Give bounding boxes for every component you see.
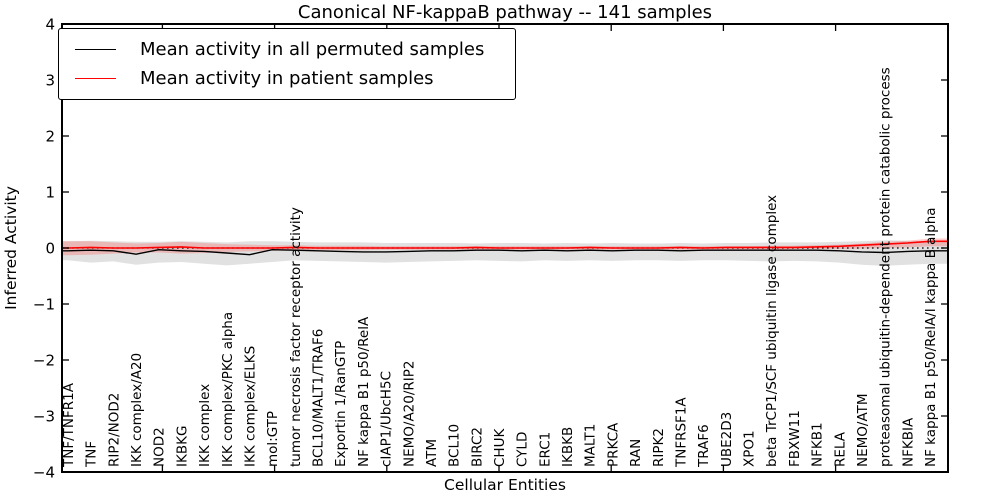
x-category-label: IKK complex/ELKS [243, 346, 259, 467]
x-category-label: NOD2 [152, 427, 168, 467]
x-category-label: TNF/TNFR1A [61, 382, 77, 468]
patient-mean-line [62, 240, 948, 249]
legend-label-patient: Mean activity in patient samples [140, 68, 434, 89]
x-category-label: NEMO/A20/RIP2 [401, 360, 417, 467]
y-tick-label: −3 [33, 407, 55, 425]
x-category-label: TNF [84, 441, 100, 468]
x-category-label: ATM [424, 439, 440, 467]
y-axis-label: Inferred Activity [2, 186, 20, 310]
x-category-label: TNFRSF1A [674, 397, 690, 468]
y-tick-label: 4 [45, 15, 55, 33]
x-category-label: RELA [832, 431, 848, 467]
x-axis-label: Cellular Entities [444, 476, 566, 494]
legend: Mean activity in all permuted samples Me… [58, 28, 516, 100]
x-category-label: IKBKG [174, 426, 190, 467]
x-category-label: cIAP1/UbcH5C [379, 371, 395, 467]
x-category-label: BIRC2 [469, 427, 485, 467]
x-category-label: PRKCA [605, 422, 621, 467]
x-category-label: IKK complex/PKC alpha [220, 312, 236, 467]
x-category-label: ERC1 [537, 432, 553, 467]
x-category-label: NF kappa B1 p50/RelA/I kappa B alpha [923, 207, 939, 467]
x-category-label: NEMO/ATM [855, 393, 871, 467]
legend-item-patient: Mean activity in patient samples [59, 64, 515, 93]
chart-title: Canonical NF-kappaB pathway -- 141 sampl… [297, 2, 713, 23]
x-category-label: RAN [628, 439, 644, 467]
y-tick-label: 3 [45, 71, 55, 89]
y-tick-label: 2 [45, 127, 55, 145]
y-tick-label: 0 [45, 239, 55, 257]
legend-item-permuted: Mean activity in all permuted samples [59, 35, 515, 64]
x-category-label: mol:GTP [265, 411, 281, 467]
legend-label-permuted: Mean activity in all permuted samples [140, 39, 485, 60]
x-category-label: beta TrCP1/SCF ubiquitin ligase complex [764, 195, 780, 467]
x-category-label: UBE2D3 [719, 412, 735, 467]
x-category-label: NF kappa B1 p50/RelA [356, 316, 372, 467]
x-category-label: RIP2/NOD2 [106, 393, 122, 467]
x-category-label: Exportin 1/RanGTP [333, 341, 349, 467]
y-tick-label: −1 [33, 295, 55, 313]
legend-line-black [75, 49, 116, 50]
x-category-label: FBXW11 [787, 410, 803, 467]
x-category-label: XPO1 [742, 430, 758, 467]
legend-line-red [75, 78, 116, 79]
permuted-mean-line [62, 248, 948, 256]
x-category-label: BCL10/MALT1/TRAF6 [311, 329, 327, 467]
y-tick-label: −2 [33, 351, 55, 369]
x-category-label: IKBKB [560, 427, 576, 467]
x-category-label: IKK complex [197, 384, 213, 467]
x-category-label: CHUK [492, 428, 508, 467]
y-tick-label: 1 [45, 183, 55, 201]
x-category-label: IKK complex/A20 [129, 353, 145, 467]
x-category-label: BCL10 [447, 424, 463, 467]
x-category-label: CYLD [515, 432, 531, 467]
y-tick-label: −4 [33, 463, 55, 481]
x-category-label: NFKB1 [810, 422, 826, 467]
x-category-label: NFKBIA [900, 417, 916, 467]
patient-band [62, 238, 948, 256]
x-category-label: MALT1 [583, 424, 599, 467]
x-category-label: proteasomal ubiquitin-dependent protein … [878, 67, 894, 467]
x-category-label: TRAF6 [696, 424, 712, 468]
x-category-label: tumor necrosis factor receptor activity [288, 207, 304, 467]
x-category-label: RIPK2 [651, 428, 667, 467]
